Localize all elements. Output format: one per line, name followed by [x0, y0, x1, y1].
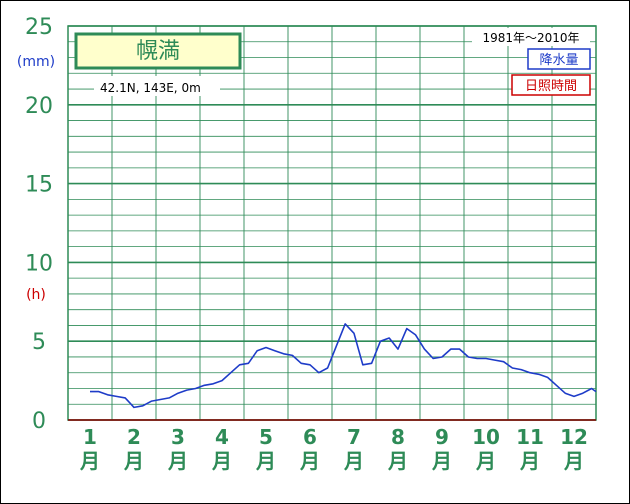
period-text: 1981年～2010年 [482, 31, 579, 45]
chart-title: 幌満 [136, 39, 180, 64]
x-tick-label: 5 [259, 425, 273, 449]
y-tick-label: 0 [32, 409, 46, 434]
legend-sunshine-box [511, 74, 591, 96]
x-tick-suffix: 月 [387, 449, 408, 473]
x-tick-suffix: 月 [255, 449, 276, 473]
x-tick-suffix: 月 [519, 449, 540, 473]
period-bg [472, 28, 590, 46]
x-tick-suffix: 月 [475, 449, 496, 473]
x-tick-label: 1 [83, 425, 97, 449]
y-tick-label: 5 [32, 330, 46, 355]
series-group [90, 323, 597, 409]
y-tick-label: 20 [25, 94, 53, 119]
x-tick-label: 12 [560, 425, 588, 449]
grid [67, 25, 597, 421]
x-tick-suffix: 月 [563, 449, 584, 473]
x-tick-suffix: 月 [211, 449, 232, 473]
location-text: 42.1N, 143E, 0m [100, 81, 201, 95]
location-bg [94, 76, 220, 96]
y-tick-label: 10 [25, 251, 53, 276]
title-box: 幌満 [74, 32, 242, 70]
location-box: 42.1N, 143E, 0m [94, 76, 220, 96]
x-tick-label: 7 [347, 425, 361, 449]
legend-precip-label: 降水量 [539, 53, 578, 68]
x-tick-label: 8 [391, 425, 405, 449]
title-box-border [74, 32, 242, 70]
y-tick-labels: 0 5 10 15 20 25 [25, 15, 53, 434]
x-tick-suffix: 月 [299, 449, 320, 473]
x-tick-label: 3 [171, 425, 185, 449]
x-tick-suffix: 月 [79, 449, 100, 473]
x-tick-label: 11 [516, 425, 544, 449]
x-tick-suffix: 月 [431, 449, 452, 473]
x-tick-label: 10 [472, 425, 500, 449]
precip-unit-label: (mm) [17, 54, 55, 70]
x-tick-label: 4 [215, 425, 229, 449]
x-tick-suffix: 月 [123, 449, 144, 473]
y-tick-label: 15 [25, 173, 53, 198]
legend-precip-box [527, 48, 591, 70]
series-line-precipitation [90, 323, 597, 409]
x-tick-suffix: 月 [167, 449, 188, 473]
x-tick-label: 6 [303, 425, 317, 449]
legend-box: 1981年～2010年 降水量 日照時間 [472, 28, 591, 96]
sunshine-unit-label: (h) [26, 287, 46, 303]
legend-sunshine-label: 日照時間 [525, 79, 577, 94]
x-tick-label: 9 [435, 425, 449, 449]
x-tick-suffix: 月 [343, 449, 364, 473]
x-tick-label: 2 [127, 425, 141, 449]
y-tick-label: 25 [25, 15, 53, 40]
